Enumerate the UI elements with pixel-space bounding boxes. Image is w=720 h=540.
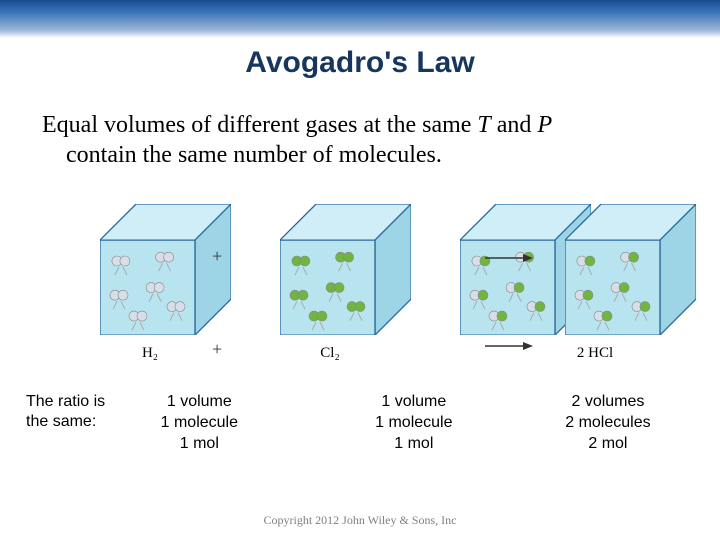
r1-mol: 1 mol (137, 434, 262, 455)
cube-hcl (565, 204, 696, 335)
ratio-col-1: 1 volume 1 molecule 1 mol (137, 392, 262, 454)
r3-m: 2 molecules (536, 413, 680, 434)
ratio-row: The ratio is the same: 1 volume 1 molecu… (0, 392, 720, 454)
label-cl2: Cl₂ (290, 345, 370, 362)
ratio-col-3: 2 volumes 2 molecules 2 mol (536, 392, 680, 454)
r2-mol: 1 mol (342, 434, 486, 455)
stmt-part2: contain the same number of molecules. (42, 140, 682, 170)
arrow-bottom (485, 337, 533, 358)
arrow-top (485, 249, 533, 270)
stmt-P: P (537, 112, 552, 138)
r2-v: 1 volume (342, 392, 486, 413)
copyright: Copyright 2012 John Wiley & Sons, Inc (0, 513, 720, 528)
reaction-diagram: + H₂ + Cl₂ 2 HCl (40, 194, 680, 364)
ratio-label-l1: The ratio is (26, 393, 105, 410)
cube-1 (280, 204, 411, 340)
plus-symbol-bottom: + (212, 339, 222, 360)
stmt-mid: and (491, 112, 538, 138)
ratio-col-2: 1 volume 1 molecule 1 mol (342, 392, 486, 454)
cube-h2 (100, 204, 231, 335)
stmt-T: T (477, 112, 490, 138)
law-statement: Equal volumes of different gases at the … (42, 110, 682, 170)
r3-mol: 2 mol (536, 434, 680, 455)
r3-v: 2 volumes (536, 392, 680, 413)
r2-m: 1 molecule (342, 413, 486, 434)
cube-cl2 (280, 204, 411, 335)
cube-3 (565, 204, 696, 340)
r1-m: 1 molecule (137, 413, 262, 434)
label-hcl: 2 HCl (555, 345, 635, 362)
r1-v: 1 volume (137, 392, 262, 413)
ratio-label-l2: the same: (26, 413, 96, 430)
plus-symbol-top: + (212, 246, 222, 267)
stmt-part1: Equal volumes of different gases at the … (42, 112, 477, 138)
page-title: Avogadro's Law (0, 46, 720, 80)
label-h2: H₂ (110, 345, 190, 362)
cube-0 (100, 204, 231, 340)
ratio-label: The ratio is the same: (26, 392, 127, 432)
header-band (0, 0, 720, 38)
